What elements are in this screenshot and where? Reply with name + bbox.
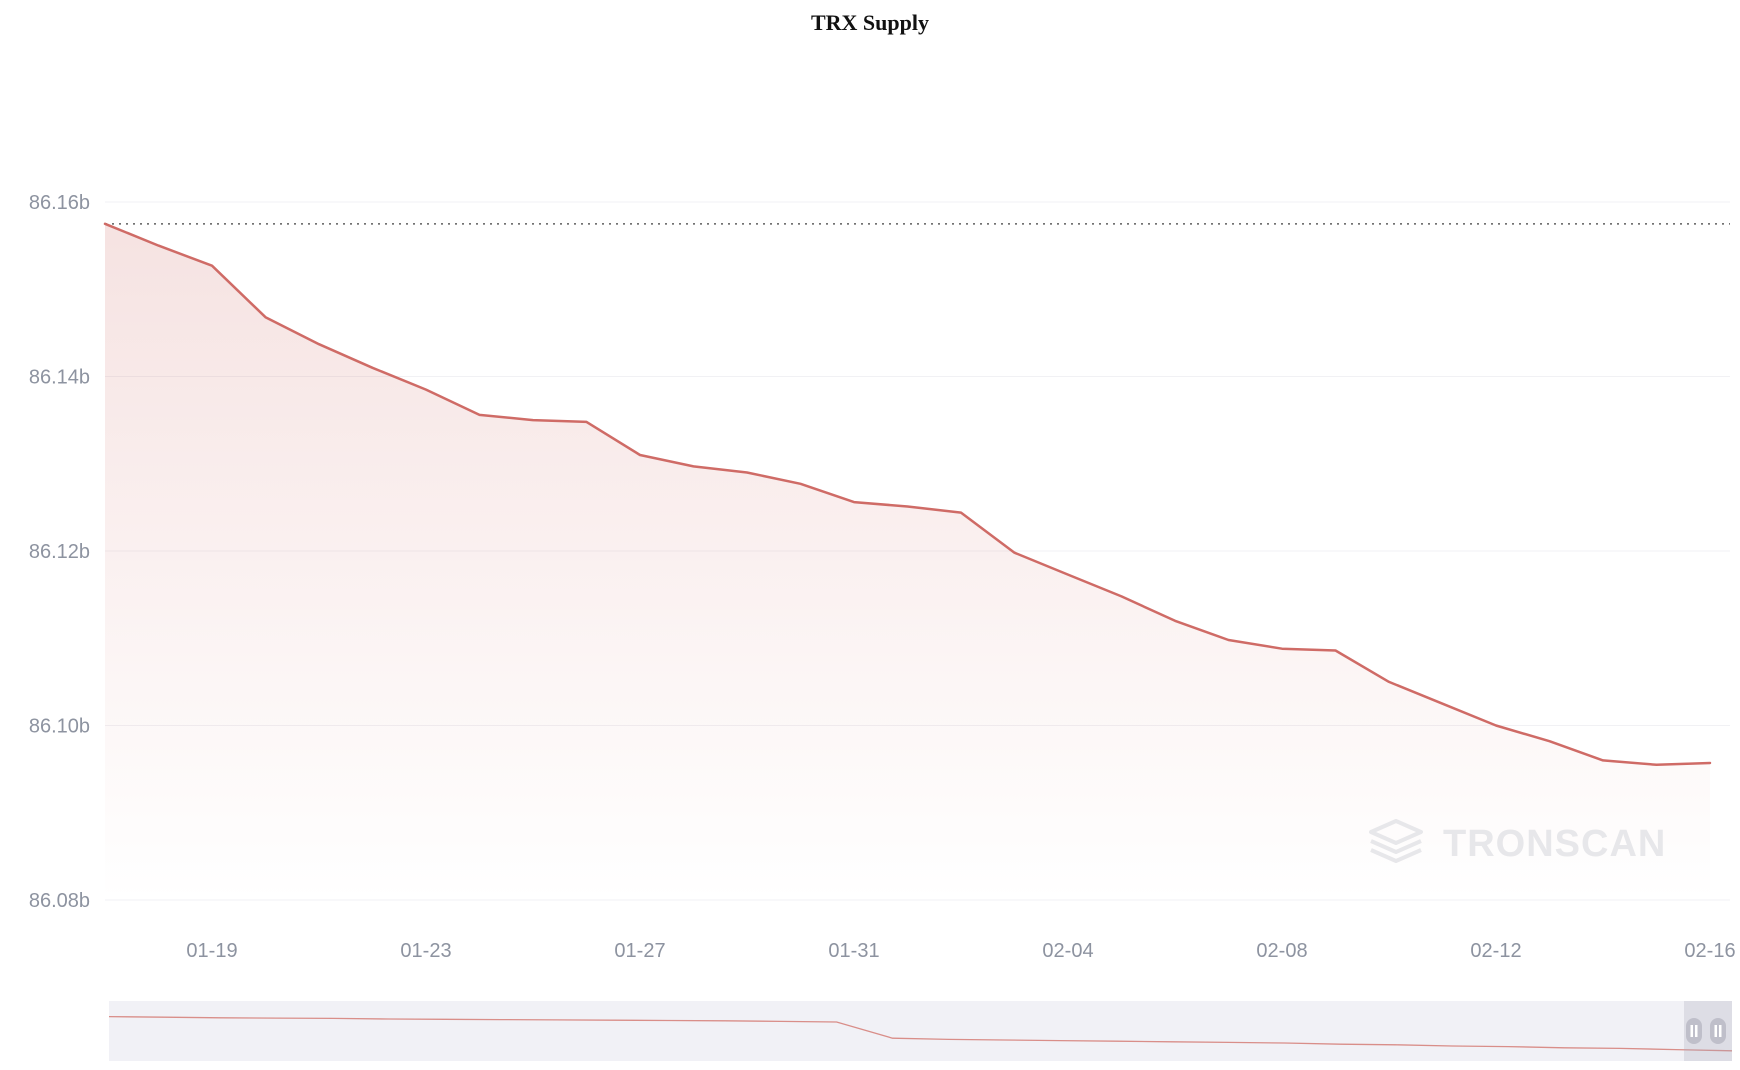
y-axis-tick-label: 86.10b [29, 716, 90, 738]
x-axis-tick-label: 01-31 [828, 940, 879, 962]
navigator-line [108, 1015, 1733, 1052]
x-axis-tick-label: 01-27 [614, 940, 665, 962]
x-axis-tick-label: 02-08 [1256, 940, 1307, 962]
handle-grip [1690, 1025, 1693, 1037]
handle-grip [1695, 1025, 1698, 1037]
area-fill [105, 223, 1710, 921]
y-axis-tick-label: 86.16b [29, 192, 90, 214]
zoom-handle-left-icon[interactable] [1686, 1018, 1702, 1044]
chart-title: TRX Supply [810, 10, 929, 35]
handle-grip [1719, 1025, 1722, 1037]
handle-grip [1714, 1025, 1717, 1037]
x-axis-tick-label: 01-23 [400, 940, 451, 962]
y-axis-tick-label: 86.08b [29, 890, 90, 912]
supply-chart-canvas[interactable]: 86.16b 86.14b 86.12b 86.10b 86.08b 01-19 01-23… [0, 0, 1740, 995]
navigator-track[interactable] [109, 1001, 1732, 1061]
zoom-handle-right-icon[interactable] [1710, 1018, 1726, 1044]
x-axis-tick-label: 02-16 [1684, 940, 1735, 962]
y-axis-tick-label: 86.14b [29, 367, 90, 389]
y-axis-tick-label: 86.12b [29, 541, 90, 563]
x-axis-tick-label: 02-12 [1470, 940, 1521, 962]
x-axis-tick-label: 02-04 [1042, 940, 1093, 962]
x-axis-tick-label: 01-19 [186, 940, 237, 962]
supply-line [103, 222, 1712, 767]
navigator[interactable] [0, 999, 1740, 1067]
